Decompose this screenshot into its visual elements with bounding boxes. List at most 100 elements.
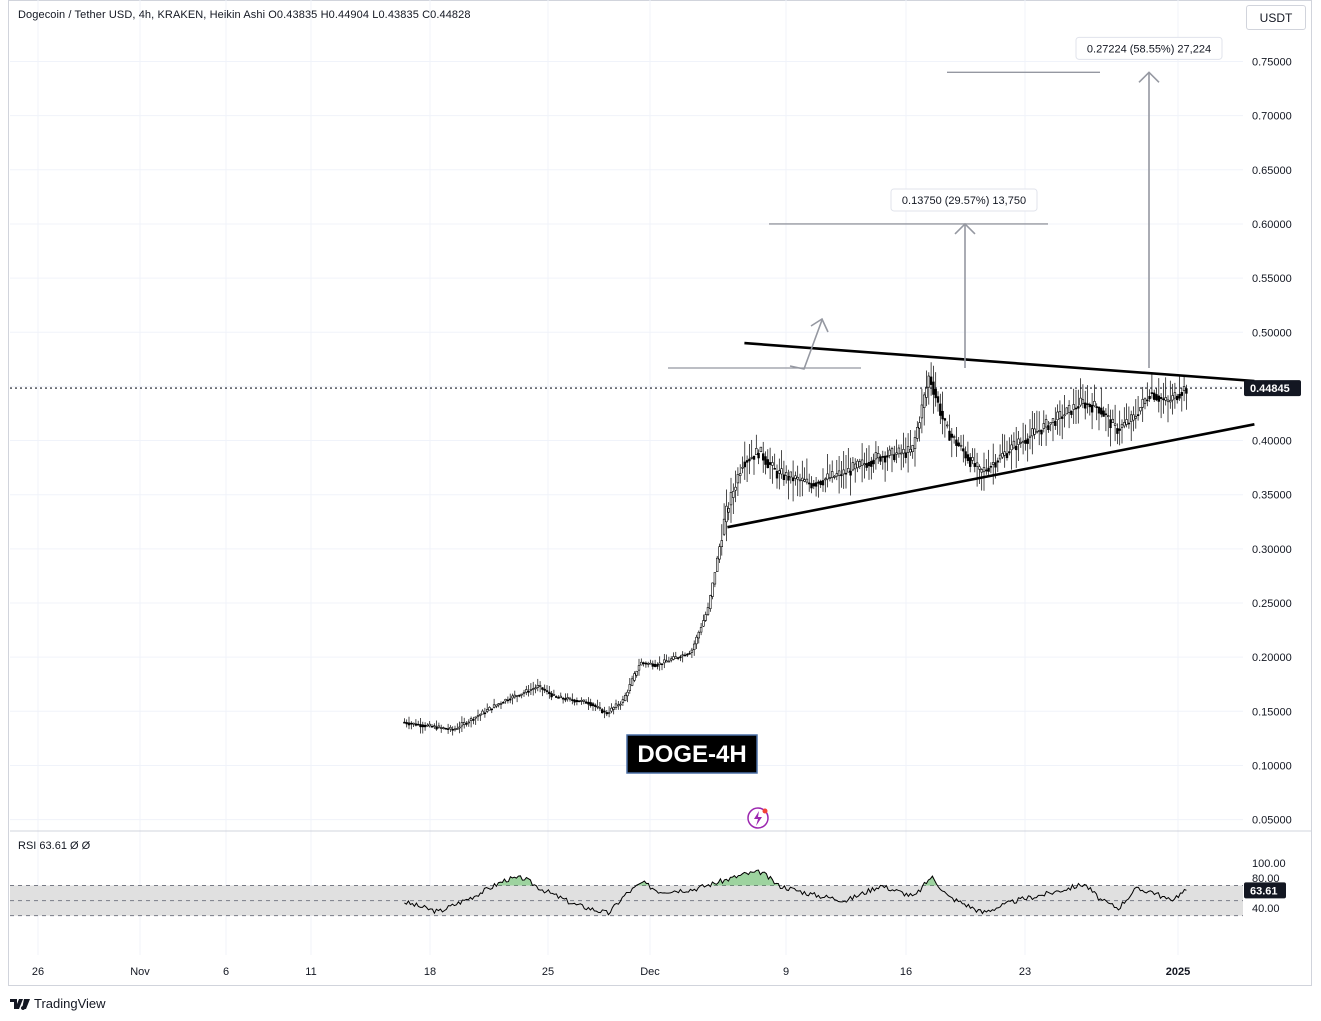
candle-body bbox=[1132, 414, 1135, 421]
candle-body bbox=[665, 660, 668, 663]
candle-body bbox=[490, 708, 493, 711]
candle-body bbox=[789, 471, 793, 478]
candle-body bbox=[587, 701, 590, 705]
candle-body bbox=[559, 695, 563, 699]
candle-body bbox=[794, 475, 797, 479]
rsi-tick-label: 40.00 bbox=[1252, 903, 1280, 915]
candle-body bbox=[653, 663, 657, 667]
candle-body bbox=[814, 482, 818, 487]
candle-body bbox=[506, 699, 510, 702]
target-label: 0.27224 (58.55%) 27,224 bbox=[1087, 43, 1211, 55]
candle-body bbox=[706, 607, 710, 615]
candle-body bbox=[975, 462, 979, 467]
candle-body bbox=[1051, 418, 1055, 423]
branding[interactable]: TradingView bbox=[10, 996, 106, 1011]
candle-body bbox=[541, 687, 544, 690]
candle-body bbox=[472, 719, 475, 721]
price-tick-label: 0.20000 bbox=[1252, 652, 1292, 664]
candle-body bbox=[817, 481, 820, 484]
candle-body bbox=[600, 709, 604, 714]
price-tick-label: 0.25000 bbox=[1252, 598, 1292, 610]
candle-body bbox=[1125, 419, 1128, 425]
candle-body bbox=[987, 467, 990, 472]
candle-body bbox=[584, 701, 588, 704]
candle-body bbox=[830, 471, 834, 478]
rsi-value: 63.61 bbox=[39, 840, 67, 852]
candle-body bbox=[1077, 406, 1080, 409]
candle-body bbox=[686, 653, 689, 656]
candle-body bbox=[955, 439, 958, 446]
candle-body bbox=[727, 508, 730, 513]
candle-body bbox=[649, 662, 652, 665]
candle-body bbox=[842, 469, 845, 475]
candle-body bbox=[1040, 429, 1043, 435]
overlay: DOGE-4H bbox=[626, 734, 769, 829]
candle-body bbox=[1164, 397, 1167, 401]
candle-body bbox=[713, 572, 717, 585]
candle-body bbox=[573, 699, 576, 703]
candle-body bbox=[966, 454, 970, 461]
candle-body bbox=[1134, 416, 1138, 419]
candle-body bbox=[462, 721, 466, 725]
candle-body bbox=[1033, 428, 1036, 435]
rsi-value-tag bbox=[1244, 882, 1286, 899]
candle-body bbox=[543, 688, 546, 691]
candle-body bbox=[936, 396, 940, 403]
candle-body bbox=[633, 673, 636, 681]
candle-body bbox=[851, 462, 855, 471]
candle-body bbox=[594, 704, 597, 707]
candle-body bbox=[692, 643, 696, 650]
candle-body bbox=[1178, 393, 1181, 399]
candle-body bbox=[948, 430, 951, 441]
candle-body bbox=[1146, 399, 1149, 402]
currency-button[interactable]: USDT bbox=[1246, 5, 1306, 30]
candle-body bbox=[1159, 397, 1163, 399]
candle-body bbox=[485, 709, 489, 712]
time-tick-label: 11 bbox=[305, 966, 316, 978]
candle-body bbox=[918, 422, 921, 429]
rsi-value-label: 63.61 bbox=[1250, 885, 1278, 897]
candle-body bbox=[612, 706, 615, 710]
rsi-overbought-fill bbox=[712, 870, 779, 886]
price-tick-label: 0.05000 bbox=[1252, 815, 1292, 827]
candle-body bbox=[906, 446, 910, 453]
branding-text: TradingView bbox=[34, 996, 106, 1011]
candle-body bbox=[902, 449, 905, 454]
candle-body bbox=[630, 678, 634, 686]
candle-body bbox=[805, 478, 809, 483]
ohlc-close: C0.44828 bbox=[422, 9, 471, 21]
price-tick-label: 0.60000 bbox=[1252, 219, 1292, 231]
candle-body bbox=[580, 700, 583, 702]
candle-body bbox=[522, 692, 526, 694]
candle-body bbox=[847, 468, 850, 473]
candle-body bbox=[837, 470, 841, 476]
grid bbox=[10, 0, 1311, 955]
candle-body bbox=[801, 477, 804, 481]
candle-body bbox=[518, 694, 521, 697]
candle-body bbox=[483, 712, 487, 715]
ohlc-open: O0.43835 bbox=[268, 9, 318, 21]
candle-body bbox=[971, 457, 974, 461]
rsi-overbought-fill bbox=[498, 875, 535, 886]
candle-body bbox=[405, 722, 408, 725]
candle-body bbox=[1001, 453, 1004, 458]
breakout-arrow-head bbox=[810, 317, 829, 333]
candle-body bbox=[660, 663, 664, 666]
candle-body bbox=[863, 463, 866, 466]
candle-body bbox=[773, 468, 776, 470]
candle-body bbox=[886, 455, 889, 458]
candle-body bbox=[561, 697, 565, 700]
candle-body bbox=[883, 455, 887, 463]
rsi-tick-label: 80.00 bbox=[1252, 873, 1280, 885]
candle-body bbox=[945, 424, 949, 427]
candle-body bbox=[750, 457, 753, 459]
candle-body bbox=[982, 467, 986, 473]
candle-body bbox=[704, 614, 707, 621]
candle-body bbox=[1049, 422, 1052, 425]
projection-arrows: 0.13750 (29.57%) 13,750 0.27224 (58.55%) … bbox=[668, 36, 1223, 370]
candle-body bbox=[950, 433, 954, 438]
target-arrow-head bbox=[954, 222, 976, 235]
candle-body bbox=[683, 654, 687, 657]
candle-body bbox=[722, 518, 726, 535]
